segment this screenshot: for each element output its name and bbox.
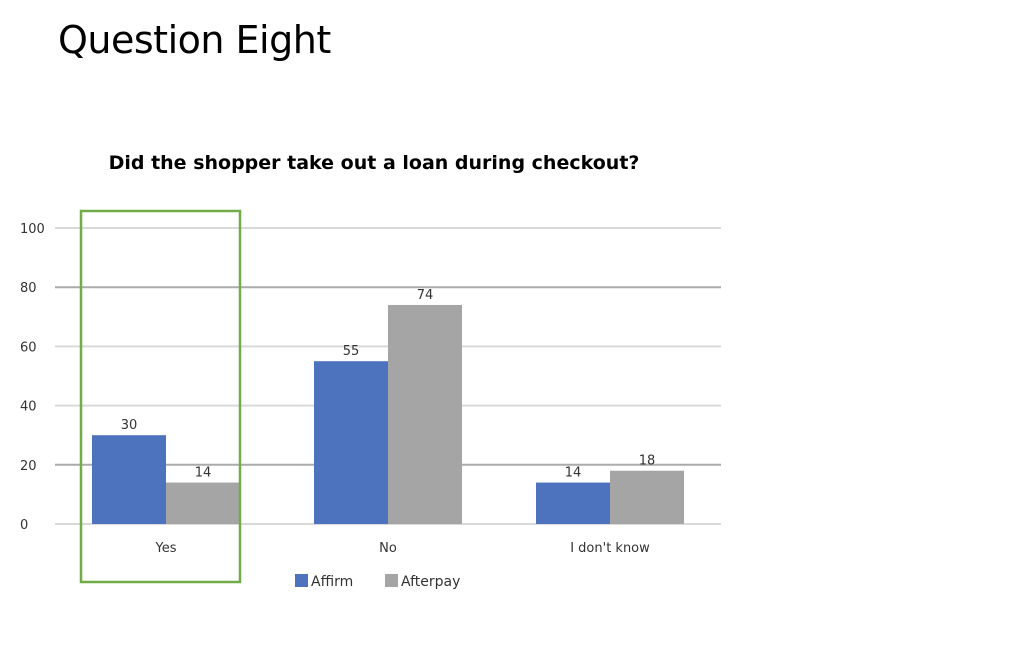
slide-title: Question Eight	[58, 18, 331, 62]
bar-affirm	[314, 361, 388, 524]
legend-label-afterpay: Afterpay	[401, 574, 460, 590]
x-tick-label: No	[379, 541, 397, 556]
data-label: 14	[195, 466, 212, 481]
y-tick-label: 60	[20, 340, 37, 355]
y-tick-label: 80	[20, 281, 37, 296]
bar-afterpay	[166, 482, 240, 524]
chart-title: Did the shopper take out a loan during c…	[109, 152, 640, 174]
data-label: 14	[565, 466, 582, 481]
data-label: 55	[343, 344, 360, 359]
bar-affirm	[92, 435, 166, 524]
legend-swatch-afterpay	[385, 574, 398, 587]
y-tick-label: 0	[20, 518, 28, 533]
bar-afterpay	[388, 304, 462, 524]
data-label: 74	[417, 288, 434, 303]
data-label: 30	[121, 418, 138, 433]
bar-affirm	[536, 482, 610, 524]
y-tick-label: 40	[20, 400, 37, 415]
y-tick-label: 100	[20, 222, 45, 237]
highlight-box	[79, 209, 242, 584]
data-label: 18	[639, 454, 656, 469]
x-tick-label: Yes	[155, 541, 177, 556]
y-tick-label: 20	[20, 459, 37, 474]
x-tick-label: I don't know	[570, 541, 650, 556]
bar-afterpay	[610, 470, 684, 524]
legend-swatch-affirm	[295, 574, 308, 587]
legend-label-affirm: Affirm	[311, 574, 353, 590]
